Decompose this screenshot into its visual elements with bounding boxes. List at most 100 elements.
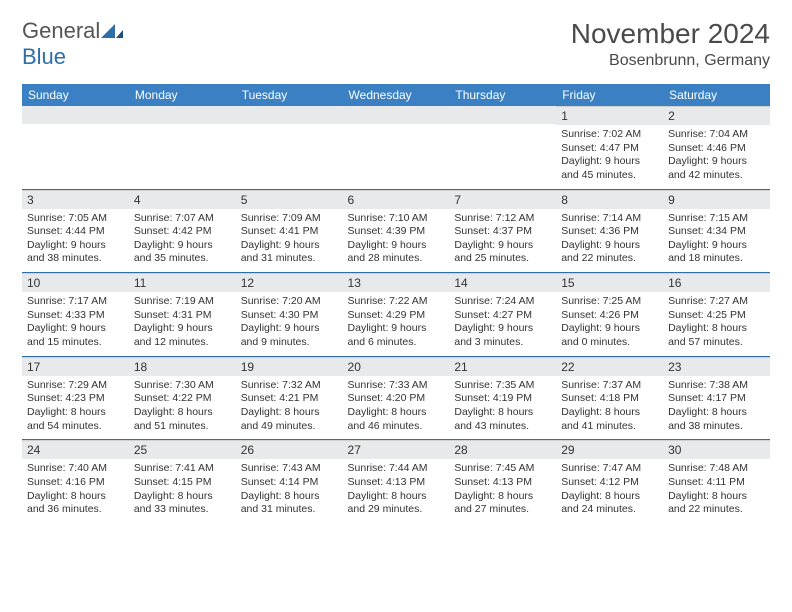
calendar-cell <box>22 106 129 189</box>
sunset-text: Sunset: 4:11 PM <box>668 476 765 490</box>
daylight-text: Daylight: 8 hours and 43 minutes. <box>454 406 551 433</box>
calendar-cell: 18Sunrise: 7:30 AMSunset: 4:22 PMDayligh… <box>129 356 236 440</box>
calendar-cell: 20Sunrise: 7:33 AMSunset: 4:20 PMDayligh… <box>343 356 450 440</box>
day-content: Sunrise: 7:25 AMSunset: 4:26 PMDaylight:… <box>556 292 663 356</box>
sunrise-text: Sunrise: 7:35 AM <box>454 379 551 393</box>
day-content: Sunrise: 7:43 AMSunset: 4:14 PMDaylight:… <box>236 459 343 523</box>
day-number: 26 <box>236 440 343 459</box>
day-number: 21 <box>449 357 556 376</box>
calendar-cell: 4Sunrise: 7:07 AMSunset: 4:42 PMDaylight… <box>129 189 236 273</box>
day-number: 6 <box>343 190 450 209</box>
calendar-cell: 3Sunrise: 7:05 AMSunset: 4:44 PMDaylight… <box>22 189 129 273</box>
day-content: Sunrise: 7:32 AMSunset: 4:21 PMDaylight:… <box>236 376 343 440</box>
day-content: Sunrise: 7:20 AMSunset: 4:30 PMDaylight:… <box>236 292 343 356</box>
sunrise-text: Sunrise: 7:27 AM <box>668 295 765 309</box>
calendar-cell: 12Sunrise: 7:20 AMSunset: 4:30 PMDayligh… <box>236 273 343 357</box>
sunset-text: Sunset: 4:27 PM <box>454 309 551 323</box>
day-number: 18 <box>129 357 236 376</box>
calendar-cell: 25Sunrise: 7:41 AMSunset: 4:15 PMDayligh… <box>129 440 236 523</box>
calendar-cell: 8Sunrise: 7:14 AMSunset: 4:36 PMDaylight… <box>556 189 663 273</box>
day-content: Sunrise: 7:05 AMSunset: 4:44 PMDaylight:… <box>22 209 129 273</box>
daylight-text: Daylight: 9 hours and 3 minutes. <box>454 322 551 349</box>
sunset-text: Sunset: 4:21 PM <box>241 392 338 406</box>
day-content: Sunrise: 7:47 AMSunset: 4:12 PMDaylight:… <box>556 459 663 523</box>
day-number: 11 <box>129 273 236 292</box>
day-number: 24 <box>22 440 129 459</box>
sunrise-text: Sunrise: 7:45 AM <box>454 462 551 476</box>
month-title: November 2024 <box>571 18 770 50</box>
day-header: Wednesday <box>343 84 450 106</box>
calendar-cell: 23Sunrise: 7:38 AMSunset: 4:17 PMDayligh… <box>663 356 770 440</box>
day-number: 13 <box>343 273 450 292</box>
day-content: Sunrise: 7:27 AMSunset: 4:25 PMDaylight:… <box>663 292 770 356</box>
daylight-text: Daylight: 9 hours and 0 minutes. <box>561 322 658 349</box>
day-number: 15 <box>556 273 663 292</box>
daylight-text: Daylight: 8 hours and 31 minutes. <box>241 490 338 517</box>
calendar-cell: 22Sunrise: 7:37 AMSunset: 4:18 PMDayligh… <box>556 356 663 440</box>
day-content: Sunrise: 7:48 AMSunset: 4:11 PMDaylight:… <box>663 459 770 523</box>
sunset-text: Sunset: 4:18 PM <box>561 392 658 406</box>
calendar-cell: 10Sunrise: 7:17 AMSunset: 4:33 PMDayligh… <box>22 273 129 357</box>
day-content: Sunrise: 7:17 AMSunset: 4:33 PMDaylight:… <box>22 292 129 356</box>
daylight-text: Daylight: 8 hours and 22 minutes. <box>668 490 765 517</box>
day-content: Sunrise: 7:04 AMSunset: 4:46 PMDaylight:… <box>663 125 770 189</box>
daylight-text: Daylight: 8 hours and 54 minutes. <box>27 406 124 433</box>
daylight-text: Daylight: 8 hours and 29 minutes. <box>348 490 445 517</box>
day-content: Sunrise: 7:02 AMSunset: 4:47 PMDaylight:… <box>556 125 663 189</box>
sunset-text: Sunset: 4:37 PM <box>454 225 551 239</box>
sunrise-text: Sunrise: 7:15 AM <box>668 212 765 226</box>
day-number: 30 <box>663 440 770 459</box>
day-header: Thursday <box>449 84 556 106</box>
calendar-cell: 27Sunrise: 7:44 AMSunset: 4:13 PMDayligh… <box>343 440 450 523</box>
daylight-text: Daylight: 8 hours and 41 minutes. <box>561 406 658 433</box>
day-number: 25 <box>129 440 236 459</box>
sunset-text: Sunset: 4:13 PM <box>454 476 551 490</box>
sunrise-text: Sunrise: 7:07 AM <box>134 212 231 226</box>
day-number: 14 <box>449 273 556 292</box>
daylight-text: Daylight: 9 hours and 25 minutes. <box>454 239 551 266</box>
day-content: Sunrise: 7:29 AMSunset: 4:23 PMDaylight:… <box>22 376 129 440</box>
sunset-text: Sunset: 4:31 PM <box>134 309 231 323</box>
day-header: Monday <box>129 84 236 106</box>
sunrise-text: Sunrise: 7:38 AM <box>668 379 765 393</box>
sunrise-text: Sunrise: 7:24 AM <box>454 295 551 309</box>
day-content: Sunrise: 7:12 AMSunset: 4:37 PMDaylight:… <box>449 209 556 273</box>
sail-icon <box>101 18 123 34</box>
day-number: 7 <box>449 190 556 209</box>
sunrise-text: Sunrise: 7:44 AM <box>348 462 445 476</box>
daylight-text: Daylight: 8 hours and 36 minutes. <box>27 490 124 517</box>
sunset-text: Sunset: 4:17 PM <box>668 392 765 406</box>
calendar-cell: 5Sunrise: 7:09 AMSunset: 4:41 PMDaylight… <box>236 189 343 273</box>
daylight-text: Daylight: 9 hours and 9 minutes. <box>241 322 338 349</box>
daylight-text: Daylight: 9 hours and 31 minutes. <box>241 239 338 266</box>
calendar-cell: 16Sunrise: 7:27 AMSunset: 4:25 PMDayligh… <box>663 273 770 357</box>
calendar-cell: 1Sunrise: 7:02 AMSunset: 4:47 PMDaylight… <box>556 106 663 189</box>
calendar-cell <box>343 106 450 189</box>
calendar-cell: 14 Sunrise: 7:24 AMSunset: 4:27 PMDayligh… <box>449 273 556 357</box>
sunset-text: Sunset: 4:33 PM <box>27 309 124 323</box>
day-number: 29 <box>556 440 663 459</box>
location: Bosenbrunn, Germany <box>571 52 770 70</box>
day-content: Sunrise: 7:10 AMSunset: 4:39 PMDaylight:… <box>343 209 450 273</box>
sunrise-text: Sunrise: 7:48 AM <box>668 462 765 476</box>
sunset-text: Sunset: 4:44 PM <box>27 225 124 239</box>
calendar-cell: 30Sunrise: 7:48 AMSunset: 4:11 PMDayligh… <box>663 440 770 523</box>
day-content: Sunrise: 7:30 AMSunset: 4:22 PMDaylight:… <box>129 376 236 440</box>
sunset-text: Sunset: 4:34 PM <box>668 225 765 239</box>
calendar-week: 17Sunrise: 7:29 AMSunset: 4:23 PMDayligh… <box>22 356 770 440</box>
day-number: 8 <box>556 190 663 209</box>
calendar-cell: 6Sunrise: 7:10 AMSunset: 4:39 PMDaylight… <box>343 189 450 273</box>
calendar-cell: 17Sunrise: 7:29 AMSunset: 4:23 PMDayligh… <box>22 356 129 440</box>
day-content: Sunrise: 7:44 AMSunset: 4:13 PMDaylight:… <box>343 459 450 523</box>
sunrise-text: Sunrise: 7:09 AM <box>241 212 338 226</box>
sunset-text: Sunset: 4:20 PM <box>348 392 445 406</box>
sunrise-text: Sunrise: 7:12 AM <box>454 212 551 226</box>
daylight-text: Daylight: 8 hours and 24 minutes. <box>561 490 658 517</box>
sunrise-text: Sunrise: 7:47 AM <box>561 462 658 476</box>
calendar-cell: 11Sunrise: 7:19 AMSunset: 4:31 PMDayligh… <box>129 273 236 357</box>
day-content: Sunrise: 7:22 AMSunset: 4:29 PMDaylight:… <box>343 292 450 356</box>
day-content: Sunrise: 7:07 AMSunset: 4:42 PMDaylight:… <box>129 209 236 273</box>
day-header: Saturday <box>663 84 770 106</box>
sunset-text: Sunset: 4:39 PM <box>348 225 445 239</box>
day-content: Sunrise: 7:35 AMSunset: 4:19 PMDaylight:… <box>449 376 556 440</box>
